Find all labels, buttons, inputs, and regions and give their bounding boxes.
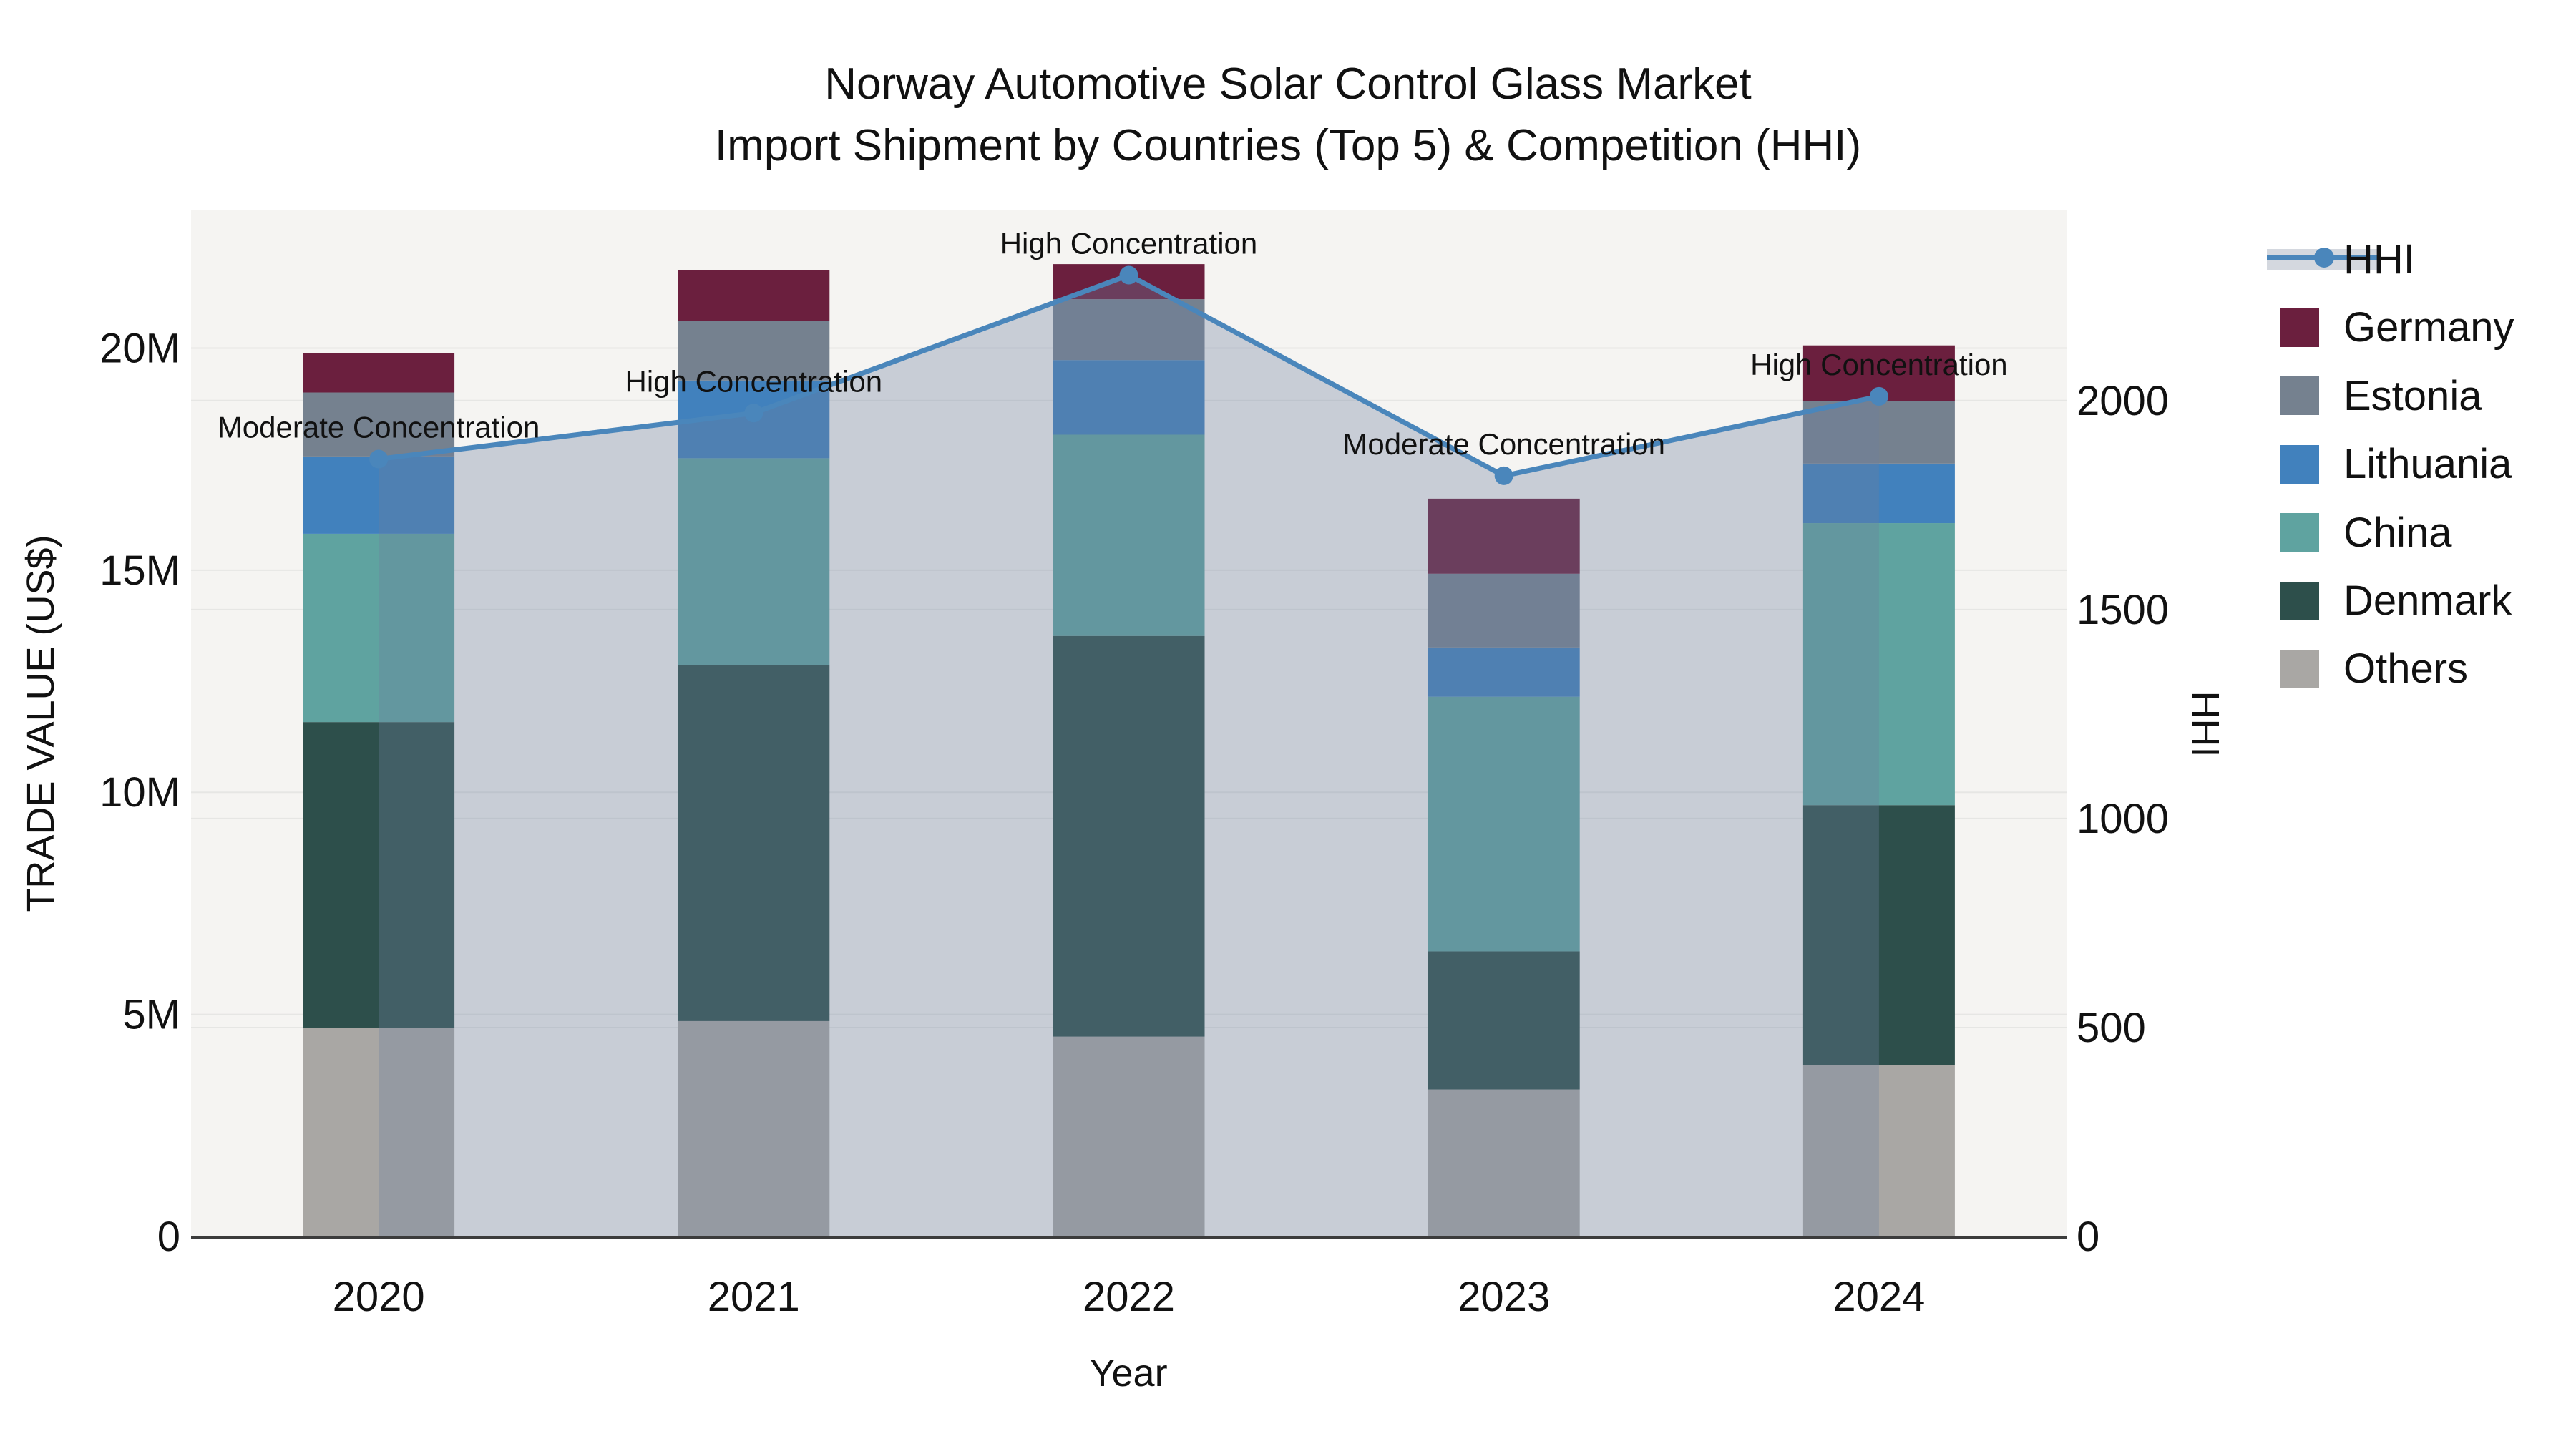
- bar-segment-china-2024: [1802, 523, 1955, 806]
- legend-label-hhi: HHI: [2343, 236, 2415, 283]
- bar-segment-others-2021: [678, 1020, 830, 1236]
- legend-item-denmark[interactable]: Denmark: [2254, 567, 2569, 635]
- hhi-marker-2024: [1869, 386, 1888, 406]
- hhi-marker-2022: [1119, 265, 1138, 285]
- y-left-tick-label: 15M: [99, 547, 180, 594]
- chart-title-line2: Import Shipment by Countries (Top 5) & C…: [714, 121, 1862, 170]
- bar-segment-others-2023: [1428, 1089, 1580, 1236]
- legend-label-others: Others: [2343, 645, 2469, 693]
- legend-item-others[interactable]: Others: [2254, 635, 2569, 703]
- bar-segment-germany-2020: [303, 353, 455, 393]
- bar-segment-estonia-2020: [303, 392, 455, 457]
- bar-segment-china-2023: [1428, 696, 1580, 952]
- y-left-tick-label: 5M: [122, 992, 180, 1038]
- bar-segment-estonia-2023: [1428, 573, 1580, 648]
- y-right-tick-label: 1000: [2077, 796, 2169, 842]
- y-axis-right-title: HHI: [2184, 691, 2227, 758]
- bar-segment-china-2021: [678, 458, 830, 665]
- x-tick-label-2024: 2024: [1833, 1274, 1925, 1320]
- germany-color-swatch: [2280, 308, 2319, 347]
- bar-segment-china-2020: [303, 533, 455, 723]
- annotation-2021: High Concentration: [625, 364, 883, 398]
- hhi-marker-2023: [1494, 466, 1513, 485]
- y-right-tick-label: 2000: [2077, 378, 2169, 424]
- bar-segment-denmark-2020: [303, 722, 455, 1028]
- bar-segment-estonia-2024: [1802, 401, 1955, 464]
- bar-segment-estonia-2022: [1053, 299, 1205, 361]
- bar-segment-denmark-2022: [1053, 635, 1205, 1037]
- legend-label-lithuania: Lithuania: [2343, 441, 2512, 488]
- legend-item-lithuania[interactable]: Lithuania: [2254, 430, 2569, 498]
- annotation-2020: Moderate Concentration: [218, 411, 540, 444]
- annotation-2024: High Concentration: [1750, 348, 2008, 381]
- x-tick-label-2022: 2022: [1083, 1274, 1175, 1320]
- bar-segment-lithuania-2024: [1802, 463, 1955, 524]
- bar-segment-germany-2023: [1428, 498, 1580, 574]
- legend: HHI Germany Estonia Lithuania China Denmark Ot…: [2254, 215, 2569, 716]
- y-left-tick-label: 0: [157, 1214, 180, 1260]
- legend-item-china[interactable]: China: [2254, 499, 2569, 567]
- hhi-area-fill: [379, 275, 1879, 1236]
- chart-title-line1: Norway Automotive Solar Control Glass Ma…: [824, 59, 1752, 109]
- y-right-tick-label: 500: [2077, 1005, 2146, 1051]
- x-tick-label-2021: 2021: [708, 1274, 800, 1320]
- annotation-2023: Moderate Concentration: [1342, 427, 1665, 461]
- y-right-tick-label: 1500: [2077, 587, 2169, 633]
- bar-segment-germany-2021: [678, 270, 830, 321]
- y-left-tick-label: 20M: [99, 325, 180, 371]
- x-tick-label-2023: 2023: [1458, 1274, 1550, 1320]
- bar-segment-lithuania-2022: [1053, 360, 1205, 435]
- legend-label-denmark: Denmark: [2343, 577, 2512, 624]
- china-color-swatch: [2280, 513, 2319, 552]
- bar-segment-denmark-2023: [1428, 951, 1580, 1090]
- bar-segment-lithuania-2023: [1428, 647, 1580, 697]
- others-color-swatch: [2280, 649, 2319, 688]
- bar-segment-lithuania-2020: [303, 456, 455, 534]
- bar-segment-denmark-2024: [1802, 805, 1955, 1065]
- y-axis-left-title: TRADE VALUE (US$): [19, 535, 62, 912]
- annotation-2022: High Concentration: [1000, 227, 1258, 260]
- denmark-color-swatch: [2280, 581, 2319, 620]
- bar-segment-denmark-2021: [678, 665, 830, 1021]
- legend-label-estonia: Estonia: [2343, 372, 2482, 419]
- hhi-marker-2021: [744, 404, 763, 423]
- bar-segment-others-2022: [1053, 1036, 1205, 1236]
- y-right-tick-label: 0: [2077, 1214, 2099, 1260]
- legend-label-china: China: [2343, 509, 2452, 556]
- legend-item-germany[interactable]: Germany: [2254, 293, 2569, 361]
- x-axis-title: Year: [1089, 1352, 1168, 1395]
- hhi-marker-2020: [369, 449, 389, 469]
- x-tick-label-2020: 2020: [333, 1274, 425, 1320]
- y-left-tick-label: 10M: [99, 769, 180, 816]
- legend-item-hhi[interactable]: HHI: [2254, 225, 2569, 293]
- estonia-color-swatch: [2280, 376, 2319, 416]
- hhi-legend-sample: [2267, 248, 2381, 270]
- legend-label-germany: Germany: [2343, 304, 2514, 351]
- bar-segment-others-2020: [303, 1028, 455, 1236]
- bar-segment-estonia-2021: [678, 321, 830, 381]
- bar-segment-china-2022: [1053, 434, 1205, 636]
- legend-item-estonia[interactable]: Estonia: [2254, 362, 2569, 430]
- bar-segment-others-2024: [1802, 1065, 1955, 1236]
- lithuania-color-swatch: [2280, 444, 2319, 484]
